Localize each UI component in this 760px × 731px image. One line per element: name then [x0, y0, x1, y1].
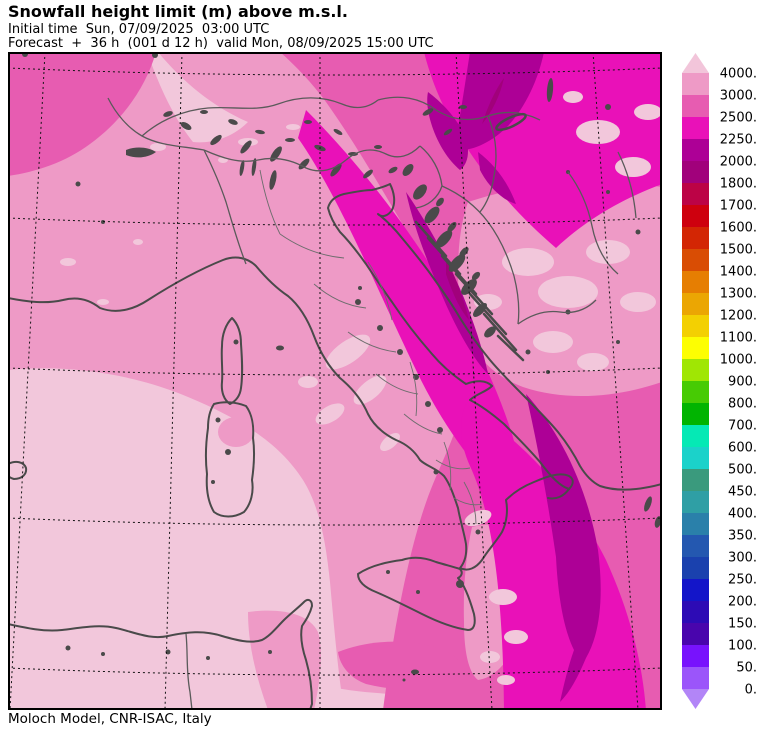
- coast-africa: [8, 598, 313, 710]
- map-light-patches: [60, 91, 662, 685]
- colorbar-segment: [682, 271, 709, 293]
- map-frame: [8, 52, 662, 710]
- colorbar-segment: [682, 117, 709, 139]
- colorbar-segment: [682, 381, 709, 403]
- colorbar-segment: [682, 469, 709, 491]
- colorbar-label: 2000.: [720, 155, 757, 170]
- colorbar-label: 450.: [728, 485, 757, 500]
- colorbar-segment: [682, 183, 709, 205]
- colorbar-segment: [682, 95, 709, 117]
- colorbar-segment: [682, 227, 709, 249]
- colorbar-segment: [682, 249, 709, 271]
- colorbar-segment: [682, 601, 709, 623]
- coast-heel: [547, 488, 570, 500]
- model-credit: Moloch Model, CNR-ISAC, Italy: [8, 711, 212, 727]
- colorbar-segment: [682, 73, 709, 95]
- colorbar-label: 1200.: [720, 309, 757, 324]
- colorbar: 4000. 3000. 2500. 2250. 2000. 1800. 1700. 1600.…: [682, 53, 757, 709]
- map-canvas: [8, 52, 662, 710]
- colorbar-label: 900.: [728, 375, 757, 390]
- colorbar-label: 300.: [728, 551, 757, 566]
- graticule: [8, 52, 662, 710]
- colorbar-label: 2500.: [720, 111, 757, 126]
- dalmatian-islands: [414, 220, 525, 362]
- colorbar-label: 1800.: [720, 177, 757, 192]
- colorbar-label: 50.: [736, 661, 757, 676]
- colorbar-label: 1000.: [720, 353, 757, 368]
- colorbar-label: 0.: [745, 683, 757, 698]
- colorbar-segment: [682, 447, 709, 469]
- map-region-1800: [446, 78, 504, 320]
- lake-balaton: [495, 112, 527, 132]
- colorbar-label: 600.: [728, 441, 757, 456]
- colorbar-label: 250.: [728, 573, 757, 588]
- colorbar-label: 400.: [728, 507, 757, 522]
- colorbar-label: 3000.: [720, 89, 757, 104]
- colorbar-label: 800.: [728, 397, 757, 412]
- coast-sardinia: [204, 401, 256, 518]
- coastlines: [8, 183, 662, 710]
- map-panel: [8, 52, 662, 710]
- colorbar-segment: [682, 161, 709, 183]
- colorbar-label: 700.: [728, 419, 757, 434]
- colorbar-segment: [682, 293, 709, 315]
- colorbar-segment: [682, 359, 709, 381]
- colorbar-label: 1600.: [720, 221, 757, 236]
- forecast-valid-line: Forecast + 36 h (001 d 12 h) valid Mon, …: [8, 36, 434, 51]
- colorbar-segment: [682, 139, 709, 161]
- colorbar-segment: [682, 205, 709, 227]
- colorbar-segment: [682, 579, 709, 601]
- colorbar-label: 350.: [728, 529, 757, 544]
- colorbar-segment: [682, 403, 709, 425]
- colorbar-label: 1700.: [720, 199, 757, 214]
- country-borders: [107, 96, 637, 710]
- colorbar-segment: [682, 645, 709, 667]
- colorbar-panel: 4000. 3000. 2500. 2250. 2000. 1800. 1700. 1600.…: [660, 45, 760, 731]
- colorbar-label: 150.: [728, 617, 757, 632]
- coast-sicily: [357, 556, 476, 631]
- initial-time-line: Initial time Sun, 07/09/2025 03:00 UTC: [8, 22, 270, 37]
- colorbar-label: 1500.: [720, 243, 757, 258]
- coast-corsica: [220, 317, 244, 405]
- colorbar-label: 1400.: [720, 265, 757, 280]
- colorbar-label: 4000.: [720, 67, 757, 82]
- colorbar-under-arrow: [682, 689, 709, 709]
- colorbar-segment: [682, 667, 709, 689]
- coast-mainland: [8, 183, 662, 571]
- colorbar-label: 100.: [728, 639, 757, 654]
- colorbar-label: 200.: [728, 595, 757, 610]
- colorbar-segment: [682, 315, 709, 337]
- colorbar-label: 1300.: [720, 287, 757, 302]
- colorbar-segment: [682, 513, 709, 535]
- colorbar-segment: [682, 425, 709, 447]
- colorbar-segment: [682, 337, 709, 359]
- colorbar-segment: [682, 623, 709, 645]
- colorbar-label: 2250.: [720, 133, 757, 148]
- page-title: Snowfall height limit (m) above m.s.l.: [8, 2, 348, 21]
- colorbar-over-arrow: [682, 53, 709, 73]
- colorbar-segment: [682, 491, 709, 513]
- colorbar-segment: [682, 557, 709, 579]
- colorbar-segment: [682, 535, 709, 557]
- regional-borders: [259, 169, 483, 525]
- colorbar-label: 500.: [728, 463, 757, 478]
- colorbar-label: 1100.: [720, 331, 757, 346]
